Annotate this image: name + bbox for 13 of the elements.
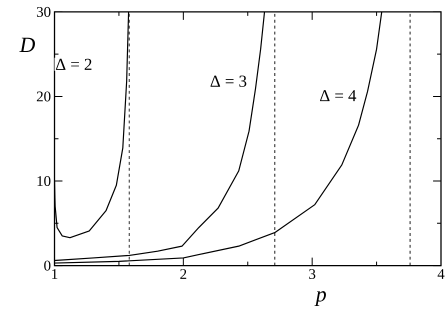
x-tick-label: 2: [180, 269, 186, 279]
y-tick-label: 10: [38, 176, 50, 186]
x-tick-label: 1: [52, 269, 58, 279]
annotation: Δ = 3: [210, 76, 246, 87]
annotation: Δ = 4: [320, 90, 356, 102]
y-axis-title: D: [19, 38, 35, 52]
x-tick-label: 4: [438, 269, 444, 279]
y-tick-label: 30: [36, 6, 50, 17]
annotation: Δ = 2: [56, 58, 92, 70]
x-axis-title: p: [314, 291, 326, 306]
y-tick-label: 0: [44, 260, 50, 271]
y-tick-label: 20: [36, 91, 50, 102]
x-tick-label: 3: [309, 269, 316, 279]
